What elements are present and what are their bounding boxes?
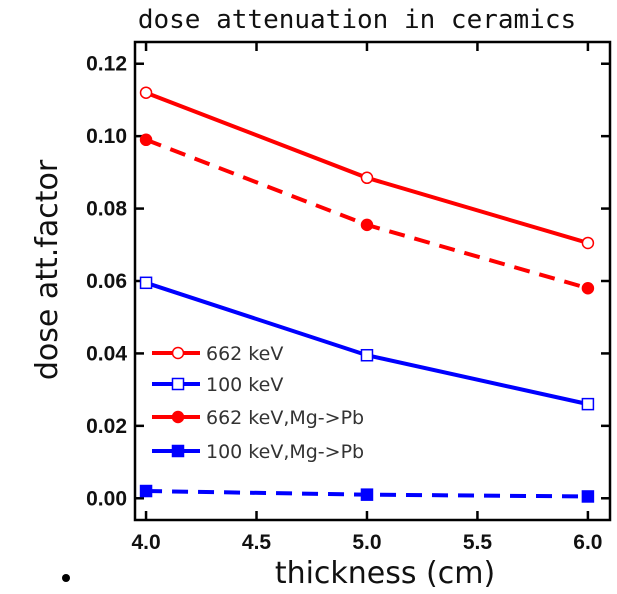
series-0 [139,86,595,250]
legend-marker [171,346,185,360]
data-point [581,236,595,250]
data-point [581,397,595,411]
data-point [139,86,153,99]
y-tick-label: 0.12 [86,53,127,76]
data-point [360,171,374,185]
series-3 [139,484,595,503]
legend-entry: 100 keV [152,374,283,396]
x-axis-label: thickness (cm) [275,556,495,589]
data-point [581,281,595,295]
data-point [360,348,374,362]
x-tick-label: 5.0 [352,531,381,554]
y-tick-label: 0.06 [86,270,127,293]
data-point [360,488,374,501]
y-tick-label: 0.04 [86,342,127,365]
legend-marker [171,377,185,391]
legend-entry: 100 keV,Mg->Pb [152,441,364,463]
x-tick-label: 6.0 [573,531,602,554]
series-2 [139,133,595,295]
series-1 [139,276,595,411]
x-tick-label: 4.0 [131,531,160,554]
legend-label: 662 keV [206,343,283,365]
legend-marker [171,410,185,424]
legend-entry: 662 keV [152,343,283,365]
bullet-dot [62,574,70,582]
y-tick-label: 0.02 [86,415,127,438]
legend-label: 662 keV,Mg->Pb [206,407,364,429]
data-point [581,490,595,503]
legend: 662 keV 100 keV 662 keV,Mg->Pb 100 keV,Mg->… [152,343,364,463]
y-tick-label: 0.00 [86,487,127,510]
x-axis: 4.0 4.5 5.0 5.5 6.0 [131,42,603,554]
data-point [139,276,153,290]
legend-entry: 662 keV,Mg->Pb [152,407,364,429]
series-line [145,137,589,291]
y-axis-label: dose att.factor [30,159,65,380]
x-tick-label: 5.5 [463,531,493,554]
y-tick-label: 0.10 [86,125,127,148]
legend-label: 100 keV,Mg->Pb [206,441,364,463]
data-point [139,133,153,147]
data-point [139,484,153,498]
legend-marker [171,444,185,458]
y-tick-label: 0.08 [86,198,127,221]
y-axis: 0.00 0.02 0.04 0.06 0.08 0.10 0.12 [86,53,610,510]
legend-label: 100 keV [206,374,283,396]
series-layer [139,86,595,503]
data-point [360,218,374,232]
x-tick-label: 4.5 [242,531,272,554]
chart-title: dose attenuation in ceramics [138,5,576,35]
